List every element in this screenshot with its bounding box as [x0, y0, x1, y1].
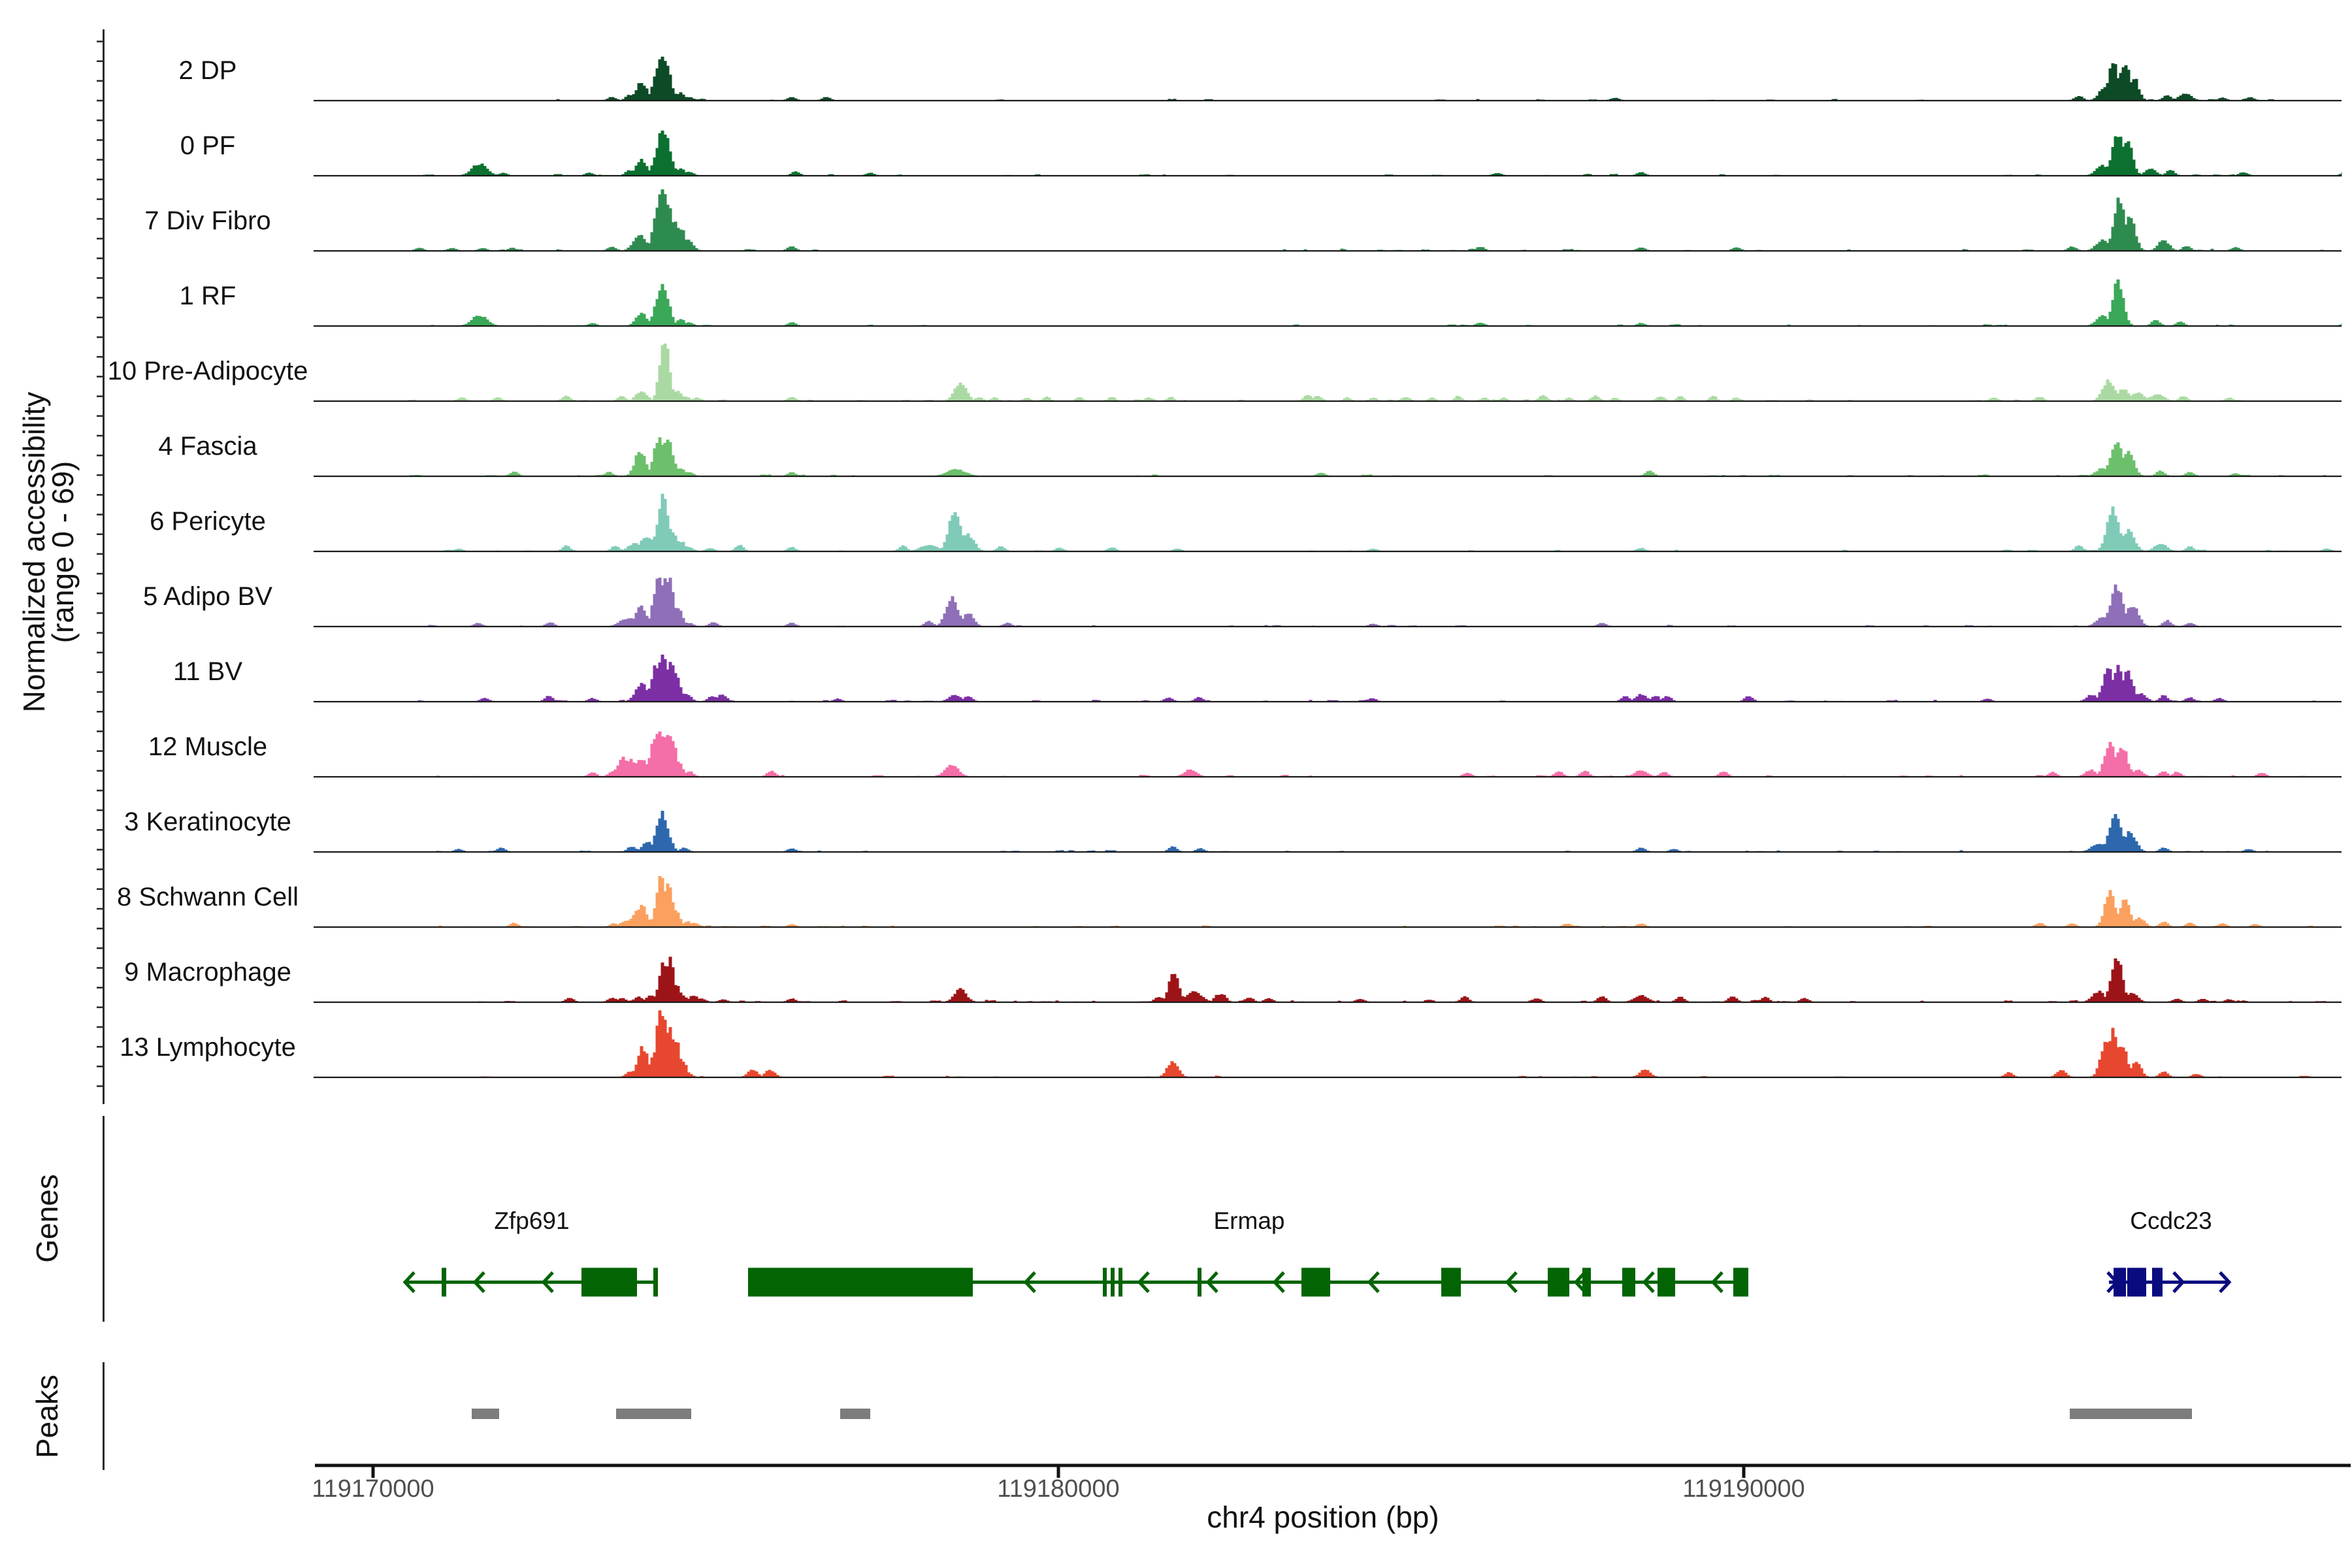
svg-text:3 Keratinocyte: 3 Keratinocyte — [124, 808, 291, 836]
svg-text:9 Macrophage: 9 Macrophage — [124, 958, 291, 987]
svg-text:5 Adipo BV: 5 Adipo BV — [143, 582, 272, 611]
svg-text:13 Lymphocyte: 13 Lymphocyte — [120, 1033, 296, 1062]
svg-text:119190000: 119190000 — [1682, 1475, 1805, 1503]
svg-text:Ermap: Ermap — [1214, 1207, 1285, 1234]
svg-text:8 Schwann Cell: 8 Schwann Cell — [117, 883, 299, 911]
svg-text:119170000: 119170000 — [312, 1475, 434, 1503]
svg-text:4 Fascia: 4 Fascia — [158, 432, 257, 461]
svg-text:11 BV: 11 BV — [173, 657, 242, 686]
svg-text:Normalized accessibility: Normalized accessibility — [17, 392, 51, 713]
svg-text:12 Muscle: 12 Muscle — [148, 732, 267, 761]
svg-text:0 PF: 0 PF — [180, 131, 235, 160]
svg-text:10 Pre-Adipocyte: 10 Pre-Adipocyte — [108, 357, 308, 385]
svg-text:Zfp691: Zfp691 — [494, 1207, 569, 1234]
svg-text:119180000: 119180000 — [997, 1475, 1119, 1503]
svg-text:Ccdc23: Ccdc23 — [2130, 1207, 2212, 1234]
svg-text:6 Pericyte: 6 Pericyte — [150, 507, 266, 536]
svg-text:chr4 position (bp): chr4 position (bp) — [1207, 1500, 1439, 1534]
svg-text:Peaks: Peaks — [30, 1375, 64, 1458]
svg-text:(range 0 - 69): (range 0 - 69) — [46, 461, 80, 644]
svg-text:1 RF: 1 RF — [180, 282, 237, 310]
svg-text:7 Div Fibro: 7 Div Fibro — [144, 206, 270, 235]
svg-text:Genes: Genes — [30, 1174, 64, 1263]
svg-text:2 DP: 2 DP — [179, 56, 237, 85]
